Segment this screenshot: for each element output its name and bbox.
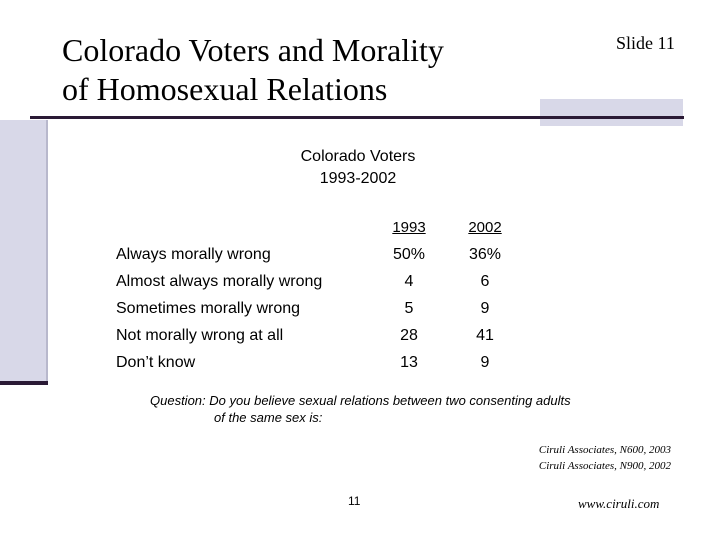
question-text-line-2: of the same sex is: <box>214 410 323 425</box>
survey-question: Question: Do you believe sexual relation… <box>150 392 620 426</box>
value-2002: 6 <box>480 272 490 290</box>
row-label: Almost always morally wrong <box>116 272 323 290</box>
results-table: 1993 2002 Always morally wrong 50% 36% A… <box>116 214 528 376</box>
value-1993: 28 <box>400 326 418 344</box>
value-1993: 13 <box>400 353 418 371</box>
value-2002: 36% <box>468 245 502 263</box>
row-label: Sometimes morally wrong <box>116 299 301 317</box>
left-accent-bar <box>0 120 48 383</box>
table-row: Sometimes morally wrong 5 9 <box>116 295 528 322</box>
table-row: Not morally wrong at all 28 41 <box>116 322 528 349</box>
page-number: 11 <box>348 494 361 508</box>
row-label: Don’t know <box>116 353 196 371</box>
row-label: Always morally wrong <box>116 245 271 263</box>
source-citation: Ciruli Associates, N900, 2002 <box>538 460 671 472</box>
slide-title-line-2: of Homosexual Relations <box>62 71 388 107</box>
slide-title: Colorado Voters and Morality of Homosexu… <box>62 31 444 109</box>
value-1993: 50% <box>392 245 426 263</box>
question-text-line-1: Do you believe sexual relations between … <box>209 393 571 408</box>
subtitle-line-2: 1993-2002 <box>319 170 397 187</box>
left-accent-rule <box>0 381 48 385</box>
column-header-2002: 2002 <box>468 219 502 236</box>
header-spacer <box>116 214 376 241</box>
slide-title-line-1: Colorado Voters and Morality <box>62 32 444 68</box>
value-2002: 9 <box>480 299 490 317</box>
slide-label: Slide 11 <box>616 33 675 53</box>
value-1993: 4 <box>404 272 414 290</box>
title-accent-block <box>540 99 683 126</box>
subtitle-line-1: Colorado Voters <box>300 148 416 165</box>
table-row: Don’t know 13 9 <box>116 349 528 376</box>
row-label: Not morally wrong at all <box>116 326 284 344</box>
source-citations: Ciruli Associates, N600, 2003 Ciruli Ass… <box>500 442 671 474</box>
value-2002: 41 <box>476 326 494 344</box>
question-label: Question: <box>150 393 206 408</box>
table-subtitle: Colorado Voters 1993-2002 <box>258 146 458 190</box>
website-link[interactable]: www.ciruli.com <box>578 496 660 511</box>
value-2002: 9 <box>480 353 490 371</box>
source-citation: Ciruli Associates, N600, 2003 <box>538 444 671 456</box>
table-header-row: 1993 2002 <box>116 214 528 241</box>
value-1993: 5 <box>404 299 414 317</box>
table-row: Always morally wrong 50% 36% <box>116 241 528 268</box>
title-underline-rule <box>30 116 684 119</box>
table-row: Almost always morally wrong 4 6 <box>116 268 528 295</box>
column-header-1993: 1993 <box>392 219 426 236</box>
